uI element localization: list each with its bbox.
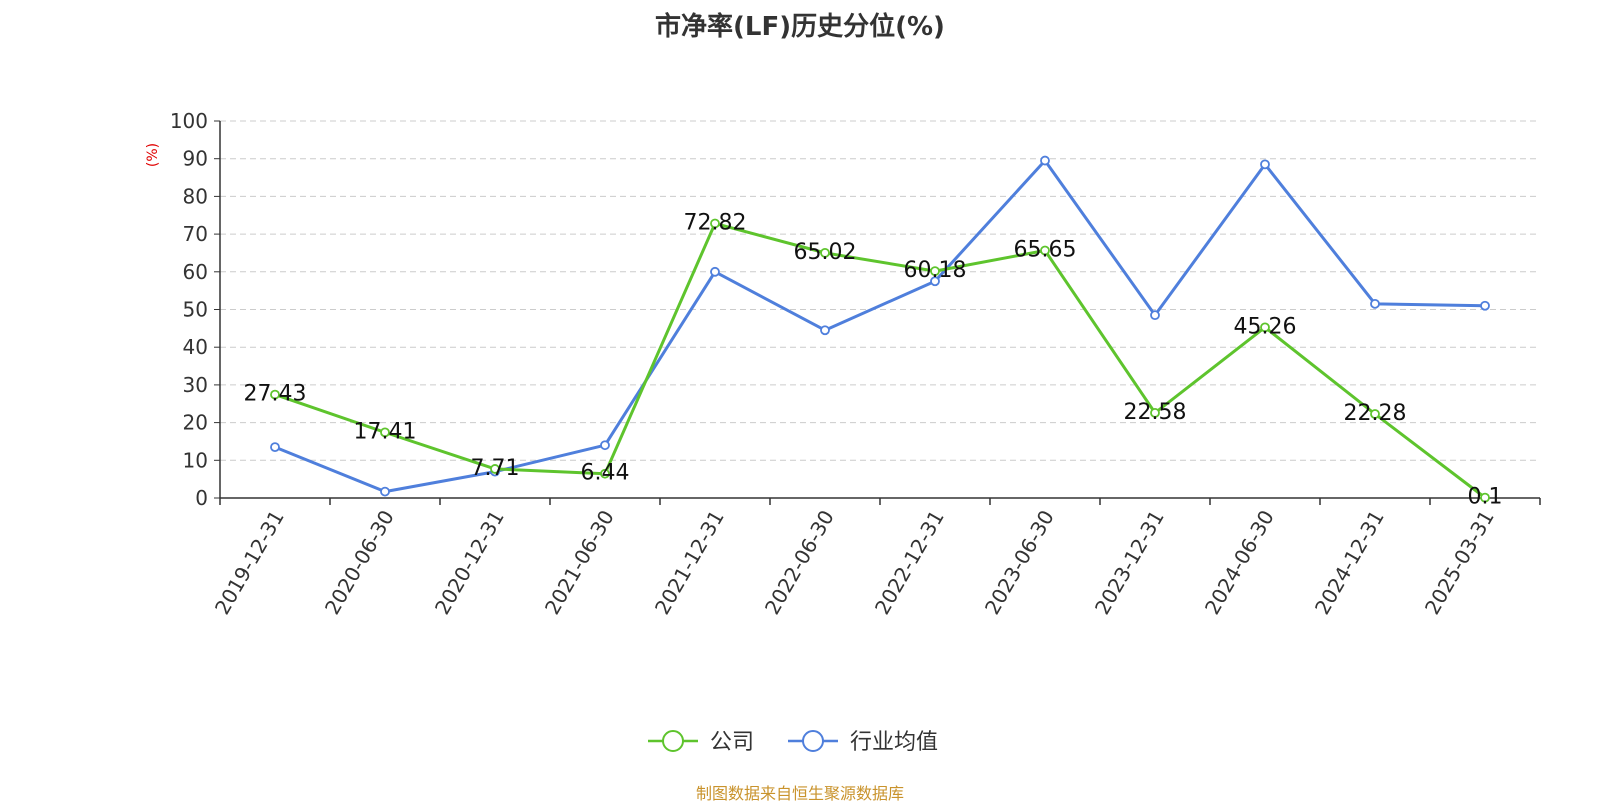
data-point	[1040, 245, 1050, 256]
y-tick-label: 80	[183, 184, 208, 208]
x-tick-label: 2022-12-31	[870, 506, 949, 619]
gridlines	[220, 120, 1540, 461]
data-point	[270, 442, 280, 453]
data-point	[930, 266, 940, 277]
data-label: 7.71	[471, 456, 520, 481]
legend-item-1: 行业均值	[788, 730, 938, 755]
data-label: 22.58	[1124, 400, 1187, 425]
data-point	[1480, 492, 1490, 503]
data-point	[930, 276, 940, 287]
data-point	[710, 266, 720, 277]
x-tick-label: 2024-12-31	[1310, 506, 1389, 619]
y-tick-label: 70	[183, 222, 208, 246]
x-tick-label: 2020-12-31	[430, 506, 509, 619]
data-point	[380, 427, 390, 438]
legend-marker	[662, 730, 684, 752]
data-point	[380, 486, 390, 497]
data-label: 65.65	[1014, 237, 1077, 262]
data-point	[1370, 409, 1380, 419]
data-point	[820, 247, 830, 258]
data-label: 60.18	[904, 258, 967, 283]
series-line	[274, 221, 1486, 499]
y-tick-label: 10	[183, 448, 208, 472]
data-label: 17.41	[354, 419, 417, 444]
series-1	[270, 155, 1490, 497]
legend-label: 公司	[710, 730, 754, 755]
data-label: 22.28	[1344, 401, 1407, 426]
y-tick-label: 30	[183, 373, 208, 397]
x-tick-label: 2023-12-31	[1090, 506, 1169, 619]
data-label: 65.02	[794, 240, 857, 265]
data-point	[1260, 322, 1270, 333]
legend-item-0: 公司	[648, 730, 754, 755]
line-chart: 0 10 20 30 40 50 60 70 80 90 100 (%) 2019-12-31 202…	[145, 109, 1541, 755]
y-tick-label: 90	[183, 147, 208, 171]
legend-label: 行业均值	[850, 730, 938, 755]
data-point	[600, 440, 610, 451]
chart-title: 市净率(LF)历史分位(%)	[655, 12, 945, 42]
y-tick-label: 0	[195, 486, 208, 510]
x-tick-label: 2021-12-31	[650, 506, 729, 619]
y-tick-label: 100	[170, 109, 208, 133]
legend-marker	[802, 730, 824, 752]
x-tick-label: 2025-03-31	[1420, 506, 1499, 619]
y-tick-label: 20	[183, 411, 208, 435]
x-tick-label: 2020-06-30	[320, 506, 399, 619]
y-tick-label: 60	[183, 260, 208, 284]
x-tick-label: 2021-06-30	[540, 506, 619, 619]
data-point	[1150, 407, 1160, 418]
y-axis: 0 10 20 30 40 50 60 70 80 90 100	[170, 109, 221, 510]
data-label: 0.1	[1468, 485, 1503, 510]
data-point	[270, 389, 280, 400]
x-tick-label: 2023-06-30	[980, 506, 1059, 619]
data-label: 72.82	[684, 210, 747, 235]
data-point	[1370, 298, 1380, 309]
x-tick-label: 2019-12-31	[210, 506, 289, 619]
data-point	[1480, 300, 1490, 311]
legend: 公司 行业均值	[648, 730, 938, 755]
source-note: 制图数据来自恒生聚源数据库	[695, 784, 904, 803]
data-point	[820, 325, 830, 336]
data-point	[490, 464, 500, 474]
data-point	[600, 468, 610, 479]
series-layer: 27.43 17.41 7.71 6.44 72.82 65.02 60.18 65.65 22…	[244, 155, 1503, 510]
x-tick-label: 2024-06-30	[1200, 506, 1279, 619]
series-0	[270, 218, 1490, 503]
data-point	[1260, 159, 1270, 170]
x-tick-label: 2022-06-30	[760, 506, 839, 619]
y-tick-label: 40	[183, 335, 208, 359]
data-point	[1150, 310, 1160, 321]
y-tick-label: 50	[183, 298, 208, 322]
series-line	[274, 159, 1486, 494]
data-label: 45.26	[1234, 314, 1297, 339]
data-label: 6.44	[581, 461, 630, 486]
x-axis: 2019-12-31 2020-06-30 2020-12-31 2021-06-30…	[210, 497, 1541, 619]
data-label: 27.43	[244, 382, 307, 407]
data-point	[1040, 155, 1050, 166]
data-point	[710, 218, 720, 229]
y-axis-label: (%)	[145, 143, 161, 167]
